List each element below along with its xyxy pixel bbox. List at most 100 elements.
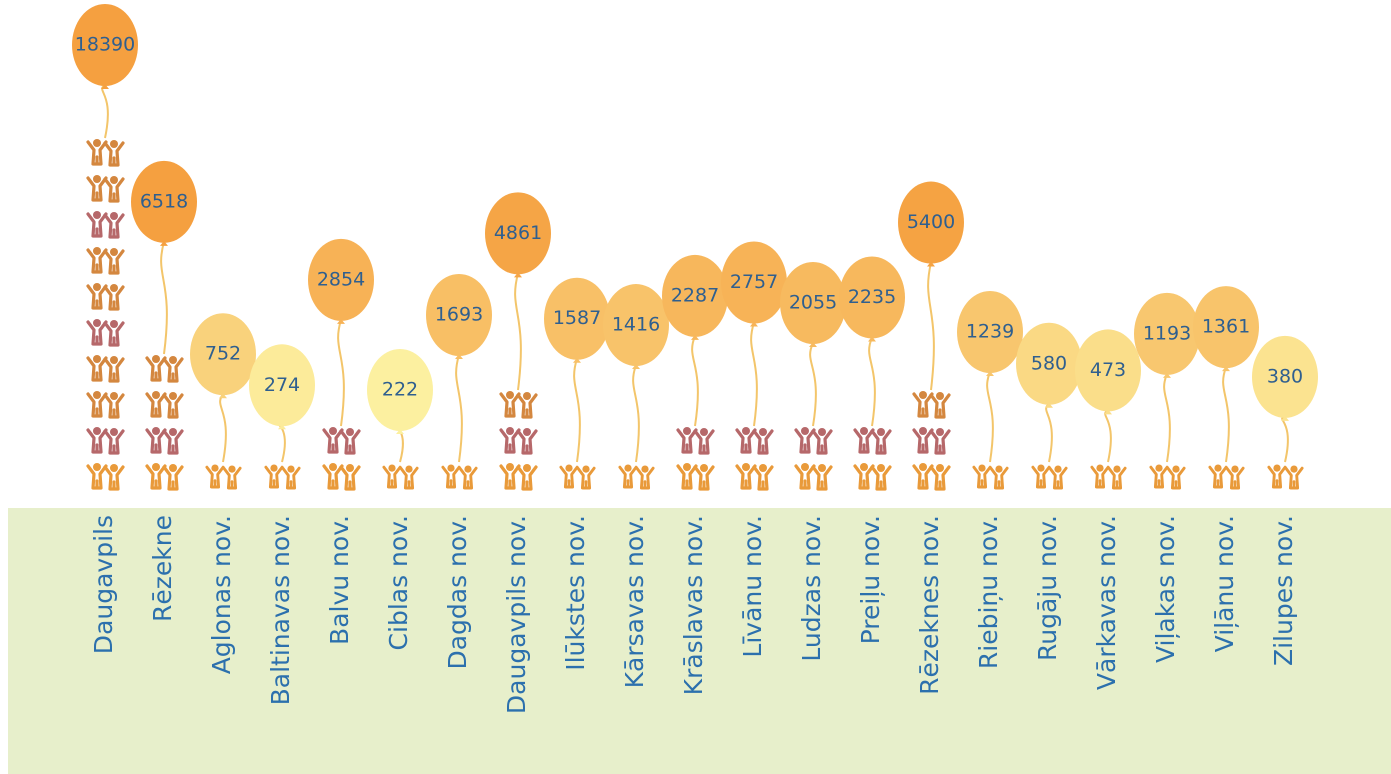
x-tick-label: Rugāju nov. — [1033, 515, 1062, 661]
person-head — [1214, 465, 1221, 472]
balloon-string — [279, 425, 285, 462]
person-head — [801, 463, 809, 471]
person-head — [641, 466, 648, 473]
x-tick-label: Ciblas nov. — [384, 515, 413, 650]
person-head — [447, 465, 454, 472]
people-group — [737, 427, 772, 489]
x-tick-label: Vārkavas nov. — [1092, 515, 1121, 690]
balloon-string — [1105, 410, 1111, 462]
x-tick-label: Daugavpils — [89, 515, 118, 654]
x-tick-label: Viļānu nov. — [1210, 515, 1239, 652]
people-group — [1269, 465, 1302, 489]
x-tick-label: Zilupes nov. — [1269, 515, 1298, 666]
person-head — [93, 427, 101, 435]
people-group — [1151, 465, 1184, 489]
person-head — [270, 465, 277, 472]
person-head — [93, 355, 101, 363]
value-label: 274 — [264, 374, 300, 396]
person-head — [877, 428, 885, 436]
balloon-string — [1223, 367, 1229, 462]
person-head — [287, 466, 294, 473]
person-head — [228, 466, 235, 473]
person-head — [700, 464, 708, 472]
person-head — [152, 391, 160, 399]
person-head — [1037, 465, 1044, 472]
person-head — [624, 465, 631, 472]
people-group — [796, 427, 831, 489]
balloon-string — [161, 242, 167, 354]
person-head — [1096, 465, 1103, 472]
people-group — [324, 427, 359, 489]
x-tick-label: Balvu nov. — [325, 515, 354, 645]
value-label: 18390 — [75, 34, 135, 56]
value-label: 2854 — [317, 268, 365, 290]
balloon-string — [102, 85, 108, 138]
person-head — [700, 428, 708, 436]
people-group — [266, 465, 299, 489]
person-head — [1054, 466, 1061, 473]
person-head — [169, 356, 177, 364]
value-label: 4861 — [494, 222, 542, 244]
balloon-string — [810, 343, 816, 426]
people-group — [1092, 465, 1125, 489]
value-label: 222 — [382, 379, 418, 401]
person-head — [110, 140, 118, 148]
value-label: 380 — [1267, 365, 1303, 387]
person-head — [818, 464, 826, 472]
person-head — [93, 391, 101, 399]
person-head — [742, 427, 750, 435]
person-head — [152, 463, 160, 471]
balloon-string — [869, 337, 875, 426]
x-tick-label: Rēzeknes nov. — [915, 515, 944, 695]
person-head — [152, 355, 160, 363]
value-label: 1693 — [435, 303, 483, 325]
person-head — [1290, 466, 1297, 473]
people-group — [443, 465, 476, 489]
people-group — [207, 465, 240, 489]
person-head — [683, 463, 691, 471]
x-tick-label: Rēzekne — [148, 515, 177, 622]
person-head — [110, 392, 118, 400]
person-head — [919, 463, 927, 471]
person-head — [110, 320, 118, 328]
balloon-string — [515, 273, 521, 390]
person-head — [211, 465, 218, 472]
person-head — [523, 428, 531, 436]
person-head — [523, 392, 531, 400]
person-head — [936, 428, 944, 436]
value-label: 1361 — [1202, 316, 1250, 338]
person-head — [801, 427, 809, 435]
people-group — [147, 355, 182, 489]
value-label: 2055 — [789, 292, 837, 314]
person-head — [110, 464, 118, 472]
person-head — [506, 391, 514, 399]
person-head — [978, 465, 985, 472]
people-group — [620, 465, 653, 489]
balloon-string — [751, 323, 757, 426]
people-group — [501, 391, 536, 489]
value-label: 2757 — [730, 271, 778, 293]
x-tick-label: Daugavpils nov. — [502, 515, 531, 714]
person-head — [919, 427, 927, 435]
person-head — [742, 463, 750, 471]
value-label: 473 — [1090, 359, 1126, 381]
value-label: 1416 — [612, 314, 660, 336]
value-label: 1239 — [966, 320, 1014, 342]
person-head — [1172, 466, 1179, 473]
person-head — [936, 464, 944, 472]
person-head — [110, 176, 118, 184]
balloon-string — [338, 320, 344, 426]
person-head — [169, 464, 177, 472]
person-head — [329, 427, 337, 435]
person-head — [110, 284, 118, 292]
balloon-string — [692, 336, 698, 426]
people-group — [1210, 465, 1243, 489]
x-tick-label: Riebiņu nov. — [974, 515, 1003, 669]
x-tick-label: Preiļu nov. — [856, 515, 885, 644]
person-head — [877, 464, 885, 472]
person-head — [169, 392, 177, 400]
person-head — [110, 356, 118, 364]
person-head — [93, 247, 101, 255]
value-label: 752 — [205, 343, 241, 365]
person-head — [936, 392, 944, 400]
